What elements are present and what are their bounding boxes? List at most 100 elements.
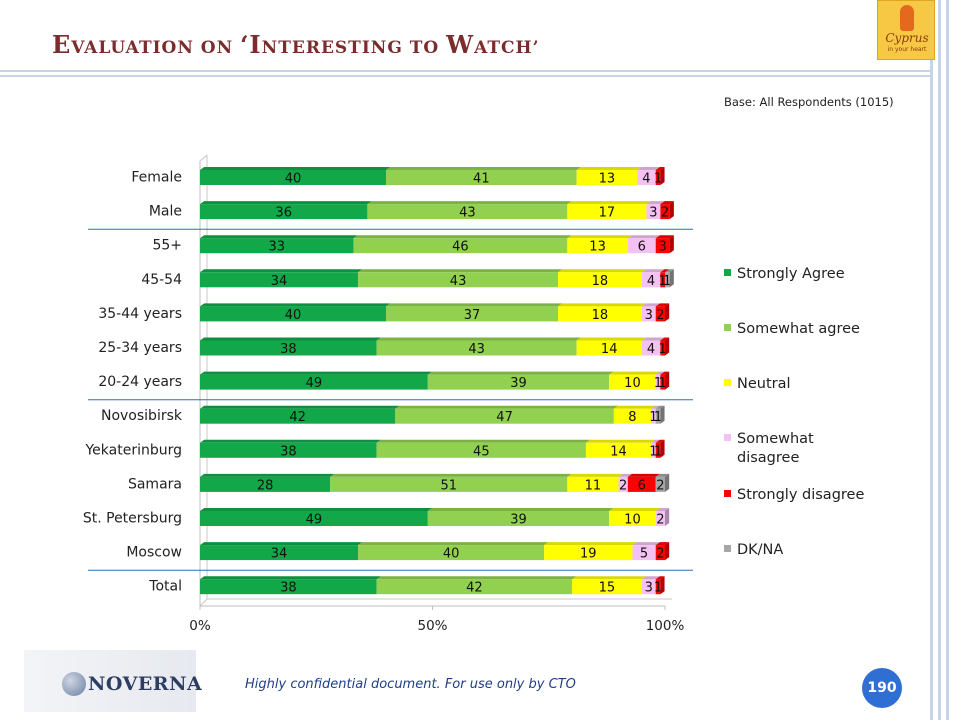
bar-segment	[632, 545, 656, 561]
bar-side	[669, 201, 674, 220]
bar-segment-top	[376, 576, 577, 580]
bar-segment	[655, 408, 661, 424]
decor-stripe-right-1	[930, 0, 933, 720]
bar-segment	[655, 306, 665, 322]
bar-segment	[200, 238, 354, 254]
bar-side	[665, 473, 670, 492]
globe-icon	[62, 672, 86, 696]
bar-segment-top	[651, 405, 660, 409]
bar-segment	[576, 340, 642, 356]
bar-segment	[376, 340, 577, 356]
data-label: 15	[599, 581, 616, 596]
bar-segment	[395, 408, 614, 424]
bar-segment	[200, 272, 359, 288]
bar-segment	[200, 442, 377, 458]
data-label: 2	[656, 308, 664, 323]
bar-side	[665, 508, 670, 526]
data-label: 1	[654, 410, 662, 425]
bar-segment	[641, 306, 656, 322]
bar-segment	[567, 204, 647, 220]
data-label: 1	[663, 274, 671, 289]
bar-segment	[641, 272, 661, 288]
bar-segment-top	[576, 337, 646, 341]
data-label: 13	[589, 240, 606, 255]
bar-segment	[200, 511, 428, 526]
data-label: 1	[654, 376, 662, 391]
legend-swatch	[724, 490, 731, 497]
data-label: 4	[647, 274, 655, 289]
data-label: 38	[280, 342, 297, 357]
bar-segment-top	[632, 542, 660, 546]
data-label: 34	[271, 274, 288, 289]
bar-segment	[627, 238, 656, 254]
data-label: 13	[599, 172, 616, 187]
category-label: Novosibirsk	[101, 408, 183, 424]
category-label: Female	[131, 170, 182, 186]
bar-segment	[660, 272, 665, 288]
bar-segment-top	[200, 439, 381, 443]
bar-segment	[613, 408, 652, 424]
bar-segment	[651, 442, 656, 458]
bar-segment-top	[200, 542, 363, 546]
bar-segment-top	[200, 337, 381, 341]
bar-segment-top	[353, 235, 572, 239]
data-label: 19	[580, 547, 597, 562]
bar-segment-top	[567, 473, 623, 477]
bar-segment	[427, 511, 610, 526]
category-label: 20-24 years	[98, 374, 182, 390]
bar-segment	[627, 476, 656, 492]
bar-segment-top	[200, 473, 335, 477]
cyprus-logo-word: Cyprus	[885, 31, 929, 45]
data-label: 2	[656, 513, 664, 528]
bar-segment	[655, 579, 661, 595]
bar-segment	[200, 340, 377, 356]
bar-segment	[609, 374, 656, 390]
bar-segment	[655, 170, 661, 185]
bar-segment	[200, 374, 428, 390]
bar-segment-top	[613, 405, 656, 409]
bar-segment	[641, 579, 656, 595]
bar-segment-top	[386, 303, 563, 307]
decor-stripe-right-3	[946, 0, 949, 720]
slide-title: EVALUATION ON ‘INTERESTING TO WATCH’	[52, 30, 540, 59]
category-label: Samara	[128, 476, 182, 492]
data-label: 1	[659, 274, 667, 289]
bar-segment	[358, 272, 559, 288]
bar-segment-top	[200, 576, 381, 580]
bar-segment-top	[200, 405, 400, 409]
legend-label: Strongly Agree	[737, 266, 845, 282]
decor-stripe-right-2	[938, 0, 941, 720]
slide-title-part: E	[52, 30, 72, 59]
bar-segment	[200, 545, 359, 561]
data-label: 43	[468, 342, 485, 357]
bar-segment	[386, 170, 577, 185]
bar-side	[665, 337, 670, 356]
bar-segment-top	[655, 303, 670, 307]
bar-segment	[655, 545, 665, 561]
data-label: 1	[654, 581, 662, 596]
legend-label: Somewhat agree	[737, 321, 860, 337]
bar-segment-top	[200, 201, 372, 205]
data-label: 40	[285, 172, 302, 187]
bar-segment-top	[655, 235, 674, 239]
bar-segment-top	[655, 508, 670, 511]
bar-segment	[651, 408, 656, 424]
data-label: 39	[510, 376, 527, 391]
bar-segment	[660, 374, 665, 390]
data-label: 18	[592, 308, 609, 323]
bar-segment-top	[576, 167, 642, 170]
data-label: 2	[661, 206, 669, 221]
data-label: 18	[592, 274, 609, 289]
bar-segment	[376, 442, 586, 458]
data-label: 14	[610, 444, 627, 459]
bar-segment-top	[618, 473, 632, 477]
data-label: 38	[280, 581, 297, 596]
decor-stripe-top	[0, 70, 930, 72]
data-label: 1	[654, 444, 662, 459]
category-label: Moscow	[126, 545, 182, 561]
category-label: 35-44 years	[98, 306, 182, 322]
bar-segment-top	[386, 167, 581, 170]
x-tick-label: 100%	[646, 618, 685, 634]
confidential-note: Highly confidential document. For use on…	[245, 677, 576, 692]
